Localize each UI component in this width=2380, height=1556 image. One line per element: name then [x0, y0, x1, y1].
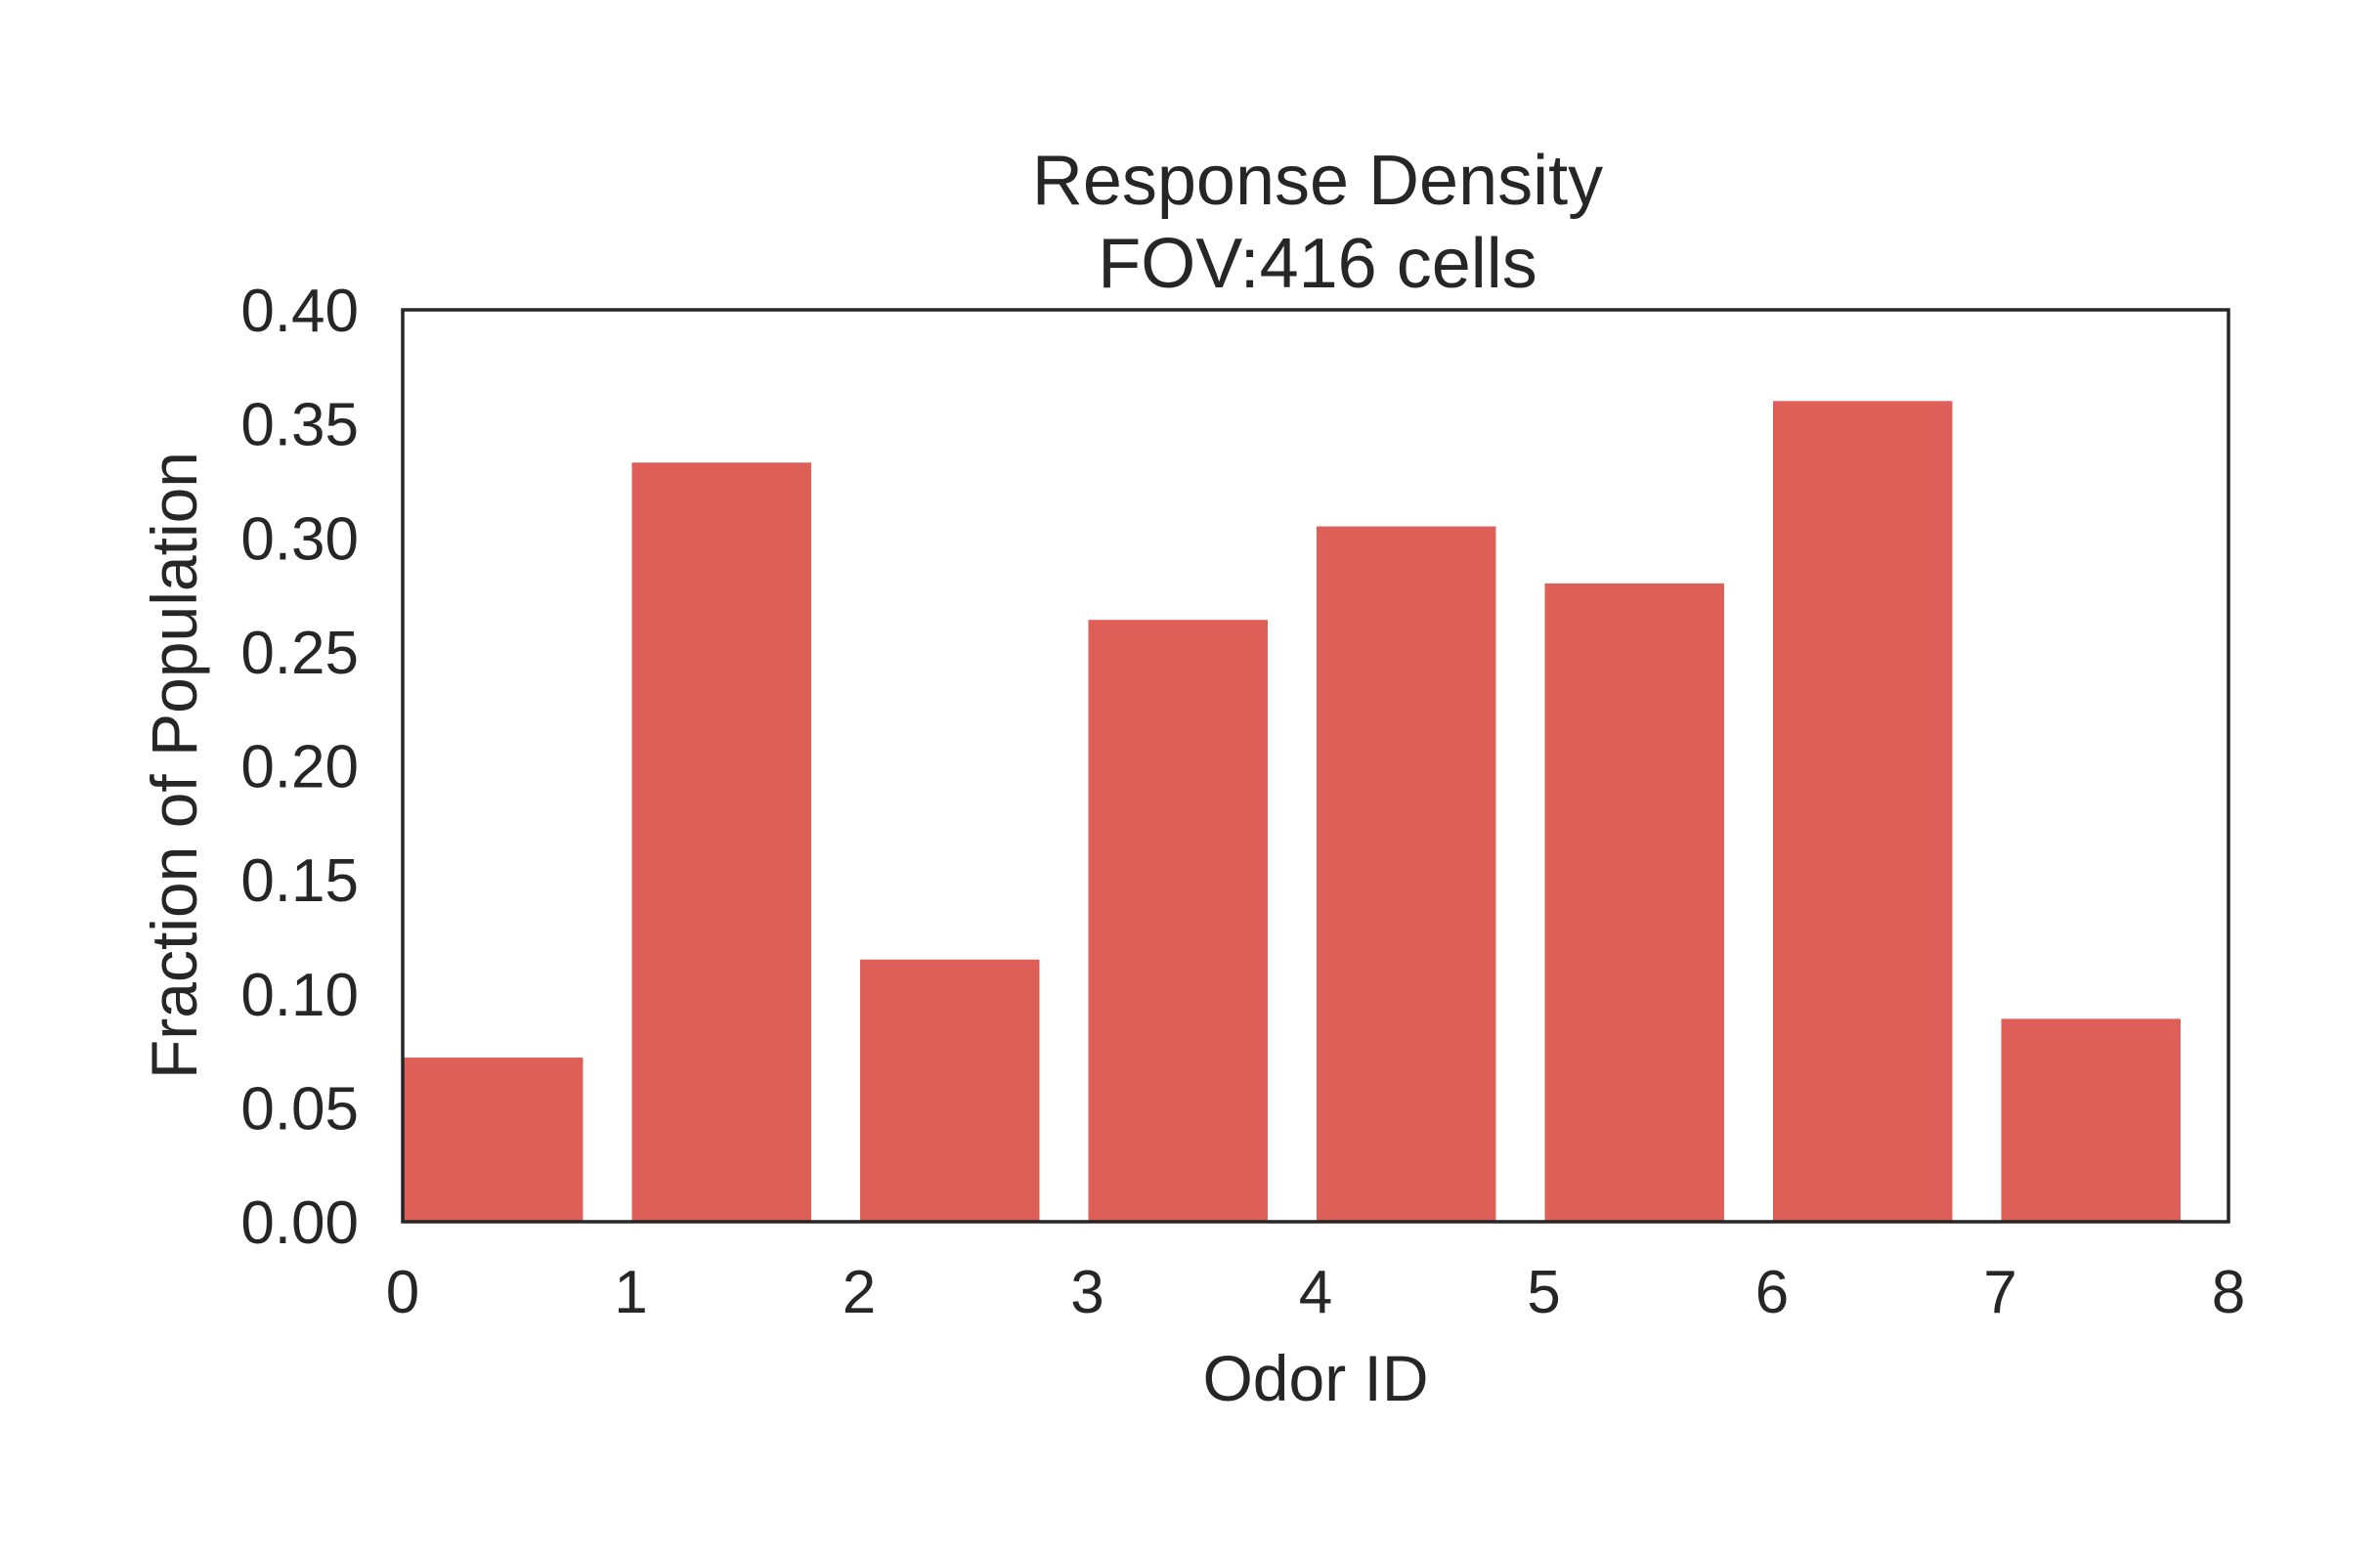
y-tick-label: 0.35	[240, 392, 359, 459]
x-tick-label: 6	[1755, 1259, 1789, 1326]
chart-title: Response Density	[1032, 142, 1603, 220]
bar-odor-3	[1088, 620, 1268, 1222]
y-tick-label: 0.10	[240, 962, 359, 1029]
bars-group	[404, 401, 2181, 1223]
bar-odor-7	[2001, 1018, 2181, 1222]
bar-odor-2	[860, 959, 1040, 1222]
bar-odor-6	[1773, 401, 1953, 1222]
bar-odor-0	[404, 1058, 584, 1222]
y-tick-label: 0.00	[240, 1189, 359, 1257]
chart-subtitle: FOV:416 cells	[1098, 225, 1537, 303]
x-tick-label: 1	[614, 1259, 647, 1326]
x-tick-label: 5	[1527, 1259, 1560, 1326]
x-axis-label: Odor ID	[1202, 1342, 1428, 1414]
bar-odor-1	[631, 462, 811, 1223]
x-tick-label: 4	[1299, 1259, 1332, 1326]
x-tick-label: 0	[386, 1259, 419, 1326]
y-axis-label: Fraction of Population	[138, 452, 210, 1079]
y-tick-labels: 0.00 0.05 0.10 0.15 0.20 0.25 0.30 0.35 0.40	[240, 278, 359, 1257]
x-tick-label: 2	[843, 1259, 876, 1326]
bar-odor-4	[1317, 526, 1496, 1222]
x-tick-label: 7	[1983, 1259, 2016, 1326]
plot-frame	[401, 308, 2230, 1224]
y-tick-label: 0.25	[240, 620, 359, 687]
y-tick-label: 0.15	[240, 847, 359, 915]
y-tick-label: 0.40	[240, 278, 359, 345]
x-tick-label: 8	[2212, 1259, 2245, 1326]
y-tick-label: 0.20	[240, 734, 359, 801]
x-tick-label: 3	[1070, 1259, 1103, 1326]
x-tick-labels: 0 1 2 3 4 5 6 7 8	[386, 1259, 2245, 1326]
y-tick-label: 0.05	[240, 1075, 359, 1143]
bar-odor-5	[1544, 583, 1724, 1222]
y-tick-label: 0.30	[240, 505, 359, 573]
